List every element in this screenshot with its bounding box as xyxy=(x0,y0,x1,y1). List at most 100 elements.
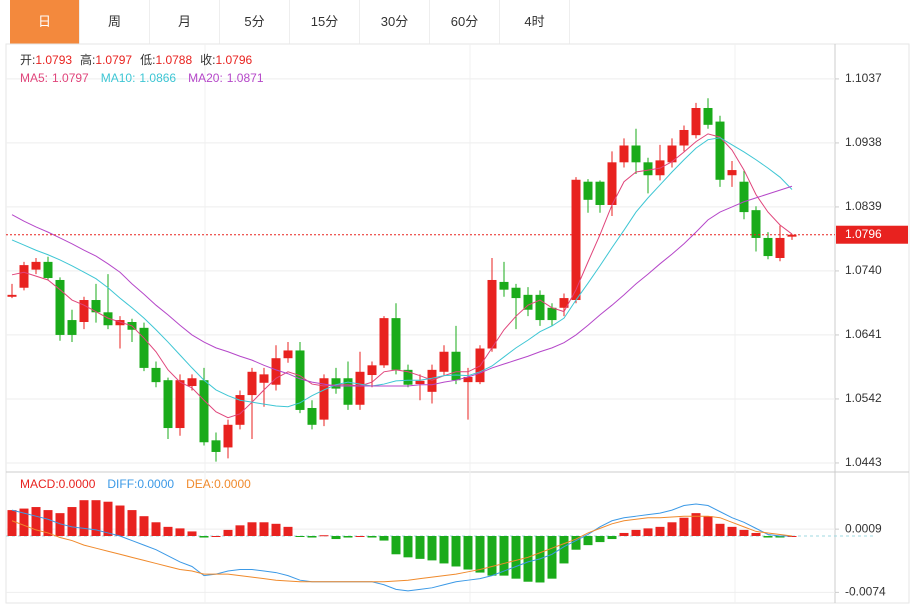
candle-body xyxy=(67,320,77,335)
candle-body xyxy=(139,327,149,368)
macd-bar xyxy=(343,536,353,538)
y-tick-label: 1.0839 xyxy=(845,199,882,213)
candle-body xyxy=(91,300,101,313)
candle-body xyxy=(151,367,161,383)
candle-body xyxy=(571,179,581,301)
macd-bar xyxy=(523,536,533,582)
info-text: DEA: xyxy=(186,477,214,491)
candle-body xyxy=(343,378,353,405)
info-text: 高: xyxy=(80,52,95,67)
candle-body xyxy=(427,369,437,392)
candle-body xyxy=(679,129,689,146)
period-tab[interactable]: 4时 xyxy=(500,0,570,44)
macd-bar xyxy=(43,510,53,536)
info-text: 1.0788 xyxy=(155,53,192,67)
macd-bar xyxy=(655,526,665,536)
candle-body xyxy=(103,312,113,326)
candle-body xyxy=(331,378,341,389)
macd-bar xyxy=(691,513,701,536)
macd-bar xyxy=(583,536,593,546)
candle-body xyxy=(523,294,533,310)
macd-bar xyxy=(571,536,581,550)
candle-body xyxy=(247,371,257,396)
candle-body xyxy=(439,351,449,372)
macd-bar xyxy=(31,507,41,536)
macd-bar xyxy=(463,536,473,570)
macd-bar xyxy=(439,536,449,564)
macd-bar xyxy=(235,525,245,536)
candle-body xyxy=(547,307,557,321)
period-tab[interactable]: 60分 xyxy=(430,0,500,44)
info-text: 1.0797 xyxy=(52,71,89,85)
candle-body xyxy=(19,265,29,288)
macd-bar xyxy=(127,510,137,536)
candle-body xyxy=(307,407,317,425)
macd-bar xyxy=(487,536,497,576)
macd-bar xyxy=(7,510,17,536)
period-tab[interactable]: 15分 xyxy=(290,0,360,44)
macd-bar xyxy=(199,536,209,538)
y-tick-label: -0.0074 xyxy=(845,585,886,599)
macd-bar xyxy=(775,536,785,538)
macd-bar xyxy=(631,529,641,536)
candle-body xyxy=(559,298,569,308)
period-tab[interactable]: 周 xyxy=(80,0,150,44)
info-text: 1.0796 xyxy=(215,53,252,67)
last-price-label: 1.0796 xyxy=(845,227,882,241)
macd-bar xyxy=(367,536,377,538)
candle-body xyxy=(379,318,389,366)
candle-body xyxy=(223,424,233,448)
macd-bar xyxy=(379,536,389,541)
candle-body xyxy=(727,170,737,176)
y-tick-label: 1.0938 xyxy=(845,135,882,149)
macd-bar xyxy=(91,500,101,536)
info-text: MA5: xyxy=(20,71,48,85)
macd-bar xyxy=(151,522,161,536)
macd-bar xyxy=(751,532,761,536)
macd-bar xyxy=(223,529,233,536)
ma-line xyxy=(11,133,793,419)
info-text: MA20: xyxy=(188,71,223,85)
candle-body xyxy=(703,108,713,125)
macd-bar xyxy=(595,536,605,543)
candle-body xyxy=(367,365,377,376)
period-tabs: 日周月 5分 15分 30分 60分 4时 xyxy=(10,0,570,44)
frame xyxy=(5,43,910,604)
candle-body xyxy=(583,181,593,200)
candle-body xyxy=(631,145,641,163)
period-tab[interactable]: 月 xyxy=(150,0,220,44)
period-tab[interactable]: 5分 xyxy=(220,0,290,44)
candle-body xyxy=(79,300,89,323)
period-tab[interactable]: 30分 xyxy=(360,0,430,44)
candle-body xyxy=(403,369,413,385)
macd-bar xyxy=(763,536,773,538)
macd-bar xyxy=(211,536,221,537)
macd-bar xyxy=(175,528,185,536)
macd-bar xyxy=(187,531,197,536)
macd-bar xyxy=(19,508,29,536)
macd-bar xyxy=(667,522,677,536)
candle-body xyxy=(7,294,17,297)
candle-body xyxy=(787,234,797,237)
candle-body xyxy=(271,358,281,385)
candle-body xyxy=(511,287,521,299)
info-text: 1.0871 xyxy=(227,71,264,85)
macd-bar xyxy=(415,536,425,559)
candle-body xyxy=(31,261,41,270)
candle-body xyxy=(451,351,461,381)
macd-bar xyxy=(643,528,653,536)
y-tick-label: 1.0443 xyxy=(845,455,882,469)
macd-bar xyxy=(355,536,365,537)
y-tick-label: 1.0542 xyxy=(845,391,882,405)
candle-body xyxy=(499,281,509,290)
candle-body xyxy=(319,378,329,420)
ma-line xyxy=(11,137,793,408)
candle-body xyxy=(211,440,221,452)
candle-body xyxy=(175,380,185,429)
candle-body xyxy=(751,210,761,238)
period-tab[interactable]: 日 xyxy=(10,0,80,44)
last-price-tag xyxy=(836,225,908,244)
macd-bar xyxy=(259,522,269,536)
